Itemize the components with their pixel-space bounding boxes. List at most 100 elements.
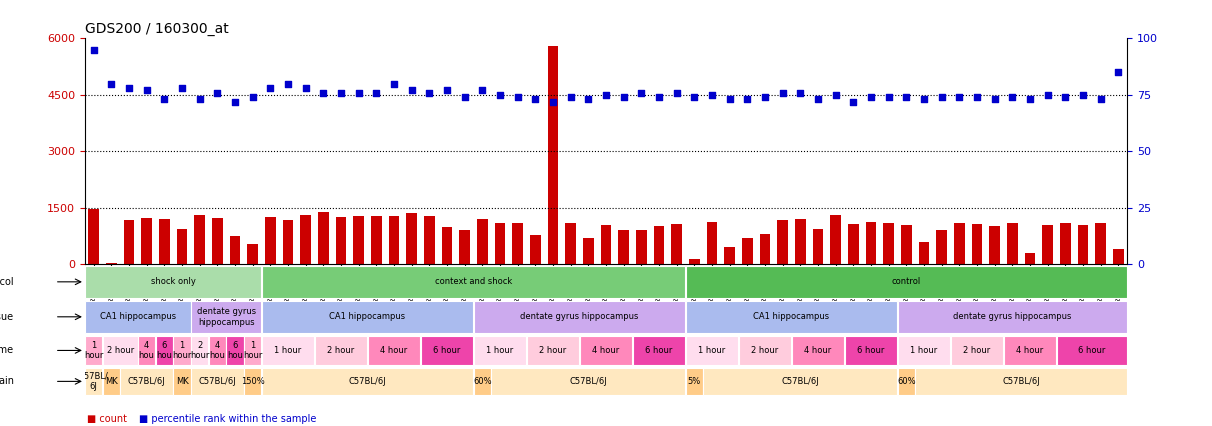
FancyBboxPatch shape bbox=[898, 368, 915, 395]
FancyBboxPatch shape bbox=[85, 368, 102, 395]
FancyBboxPatch shape bbox=[791, 336, 845, 365]
Bar bbox=[636, 230, 647, 265]
Text: 4 hour: 4 hour bbox=[593, 346, 619, 355]
FancyBboxPatch shape bbox=[738, 336, 791, 365]
Text: 2 hour: 2 hour bbox=[539, 346, 567, 355]
Point bbox=[137, 87, 156, 94]
Text: MK: MK bbox=[105, 377, 118, 386]
Bar bbox=[478, 219, 487, 265]
Point bbox=[790, 89, 810, 96]
Point bbox=[578, 96, 598, 103]
Point bbox=[225, 98, 245, 105]
FancyBboxPatch shape bbox=[85, 336, 102, 365]
Bar bbox=[848, 224, 858, 265]
Text: protocol: protocol bbox=[0, 277, 15, 287]
Point bbox=[102, 80, 121, 87]
FancyBboxPatch shape bbox=[491, 368, 685, 395]
Bar bbox=[88, 209, 99, 265]
FancyBboxPatch shape bbox=[703, 368, 897, 395]
FancyBboxPatch shape bbox=[315, 336, 367, 365]
FancyBboxPatch shape bbox=[527, 336, 579, 365]
Point bbox=[526, 96, 545, 103]
Text: 1
hour: 1 hour bbox=[172, 341, 191, 360]
Text: 6
hou: 6 hou bbox=[227, 341, 242, 360]
Bar bbox=[105, 263, 116, 265]
FancyBboxPatch shape bbox=[421, 336, 474, 365]
Bar bbox=[671, 225, 682, 265]
Bar bbox=[601, 225, 611, 265]
Bar bbox=[583, 238, 594, 265]
Text: 1
hour: 1 hour bbox=[84, 341, 103, 360]
FancyBboxPatch shape bbox=[191, 336, 208, 365]
Point bbox=[932, 94, 951, 101]
Text: 1 hour: 1 hour bbox=[486, 346, 514, 355]
Point bbox=[897, 94, 916, 101]
Text: C57BL/6J: C57BL/6J bbox=[1002, 377, 1040, 386]
Text: MK: MK bbox=[176, 377, 188, 386]
FancyBboxPatch shape bbox=[138, 336, 155, 365]
Point bbox=[1056, 94, 1075, 101]
FancyBboxPatch shape bbox=[103, 368, 120, 395]
Bar bbox=[194, 215, 205, 265]
Bar bbox=[830, 215, 841, 265]
Point bbox=[155, 96, 175, 103]
FancyBboxPatch shape bbox=[845, 336, 897, 365]
Text: 6 hour: 6 hour bbox=[857, 346, 885, 355]
Text: 1
hour: 1 hour bbox=[242, 341, 262, 360]
Point bbox=[296, 85, 315, 92]
FancyBboxPatch shape bbox=[474, 368, 491, 395]
Text: 4 hour: 4 hour bbox=[805, 346, 831, 355]
Point bbox=[596, 92, 616, 98]
FancyBboxPatch shape bbox=[262, 266, 685, 298]
Bar bbox=[424, 216, 435, 265]
FancyBboxPatch shape bbox=[191, 368, 244, 395]
FancyBboxPatch shape bbox=[367, 336, 421, 365]
Text: 150%: 150% bbox=[241, 377, 264, 386]
FancyBboxPatch shape bbox=[686, 336, 738, 365]
FancyBboxPatch shape bbox=[686, 301, 897, 333]
Text: dentate gyrus hippocampus: dentate gyrus hippocampus bbox=[520, 312, 639, 321]
FancyBboxPatch shape bbox=[85, 301, 190, 333]
Bar bbox=[618, 230, 629, 265]
Bar bbox=[265, 217, 275, 265]
Point bbox=[650, 94, 669, 101]
Bar bbox=[742, 238, 753, 265]
FancyBboxPatch shape bbox=[1057, 336, 1127, 365]
Bar bbox=[813, 229, 823, 265]
Text: C57BL/6J: C57BL/6J bbox=[199, 377, 236, 386]
Bar bbox=[865, 222, 876, 265]
Bar bbox=[725, 248, 734, 265]
Text: 4
hou: 4 hou bbox=[138, 341, 155, 360]
Text: dentate gyrus hippocampus: dentate gyrus hippocampus bbox=[953, 312, 1071, 321]
Point bbox=[119, 85, 138, 92]
Text: 1 hour: 1 hour bbox=[910, 346, 938, 355]
Bar bbox=[212, 218, 223, 265]
FancyBboxPatch shape bbox=[950, 336, 1004, 365]
Point bbox=[1037, 92, 1057, 98]
Text: 2 hour: 2 hour bbox=[107, 346, 133, 355]
FancyBboxPatch shape bbox=[579, 336, 633, 365]
Point bbox=[755, 94, 774, 101]
Text: CA1 hippocampus: CA1 hippocampus bbox=[754, 312, 829, 321]
FancyBboxPatch shape bbox=[244, 368, 262, 395]
Bar bbox=[336, 217, 347, 265]
Point bbox=[84, 46, 103, 53]
Text: 2 hour: 2 hour bbox=[327, 346, 355, 355]
Bar bbox=[954, 223, 965, 265]
Bar bbox=[406, 213, 417, 265]
Point bbox=[631, 89, 651, 96]
FancyBboxPatch shape bbox=[103, 336, 138, 365]
Text: tissue: tissue bbox=[0, 312, 15, 322]
Bar bbox=[919, 242, 930, 265]
Bar bbox=[777, 220, 788, 265]
Text: ■ percentile rank within the sample: ■ percentile rank within the sample bbox=[139, 414, 316, 424]
Text: 60%: 60% bbox=[897, 377, 915, 386]
Point bbox=[862, 94, 881, 101]
FancyBboxPatch shape bbox=[474, 336, 526, 365]
FancyBboxPatch shape bbox=[85, 266, 262, 298]
Bar bbox=[1007, 223, 1018, 265]
Text: 5%: 5% bbox=[687, 377, 701, 386]
Text: C57BL/
6J: C57BL/ 6J bbox=[79, 371, 109, 391]
Point bbox=[1074, 92, 1093, 98]
Point bbox=[367, 89, 387, 96]
